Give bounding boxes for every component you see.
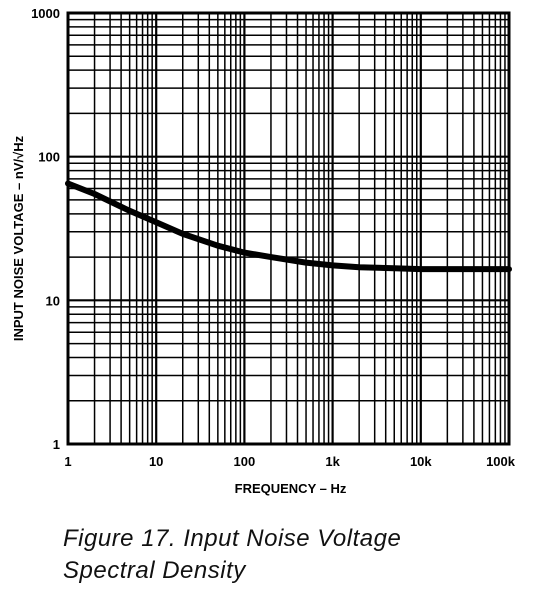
x-axis-title: FREQUENCY – Hz — [235, 481, 347, 496]
x-tick-label: 10 — [149, 454, 163, 469]
y-tick-label: 1000 — [31, 6, 60, 21]
plot-frame — [66, 11, 511, 446]
x-tick-label: 100 — [234, 454, 256, 469]
y-tick-label: 1 — [53, 437, 60, 452]
y-tick-labels: 1 10 100 1000 — [31, 6, 60, 452]
x-tick-label: 100k — [486, 454, 516, 469]
y-tick-label: 100 — [38, 150, 60, 165]
caption-line-1: Figure 17. Input Noise Voltage — [63, 525, 402, 552]
caption-line-2: Spectral Density — [63, 557, 246, 584]
series-group — [65, 180, 512, 273]
x-tick-label: 1k — [325, 454, 340, 469]
y-axis-title: INPUT NOISE VOLTAGE – nV/√Hz — [11, 135, 26, 341]
chart-grid — [68, 13, 509, 444]
figure-caption: Figure 17. Input Noise Voltage Spectral … — [63, 523, 401, 587]
y-tick-label: 10 — [46, 293, 60, 308]
x-tick-label: 10k — [410, 454, 432, 469]
noise-voltage-chart: 1 10 100 1k 10k 100k 1 10 100 1000 FREQUENCY – H… — [11, 6, 516, 496]
series-line — [65, 180, 512, 273]
x-tick-labels: 1 10 100 1k 10k 100k — [64, 454, 515, 469]
x-tick-label: 1 — [64, 454, 71, 469]
